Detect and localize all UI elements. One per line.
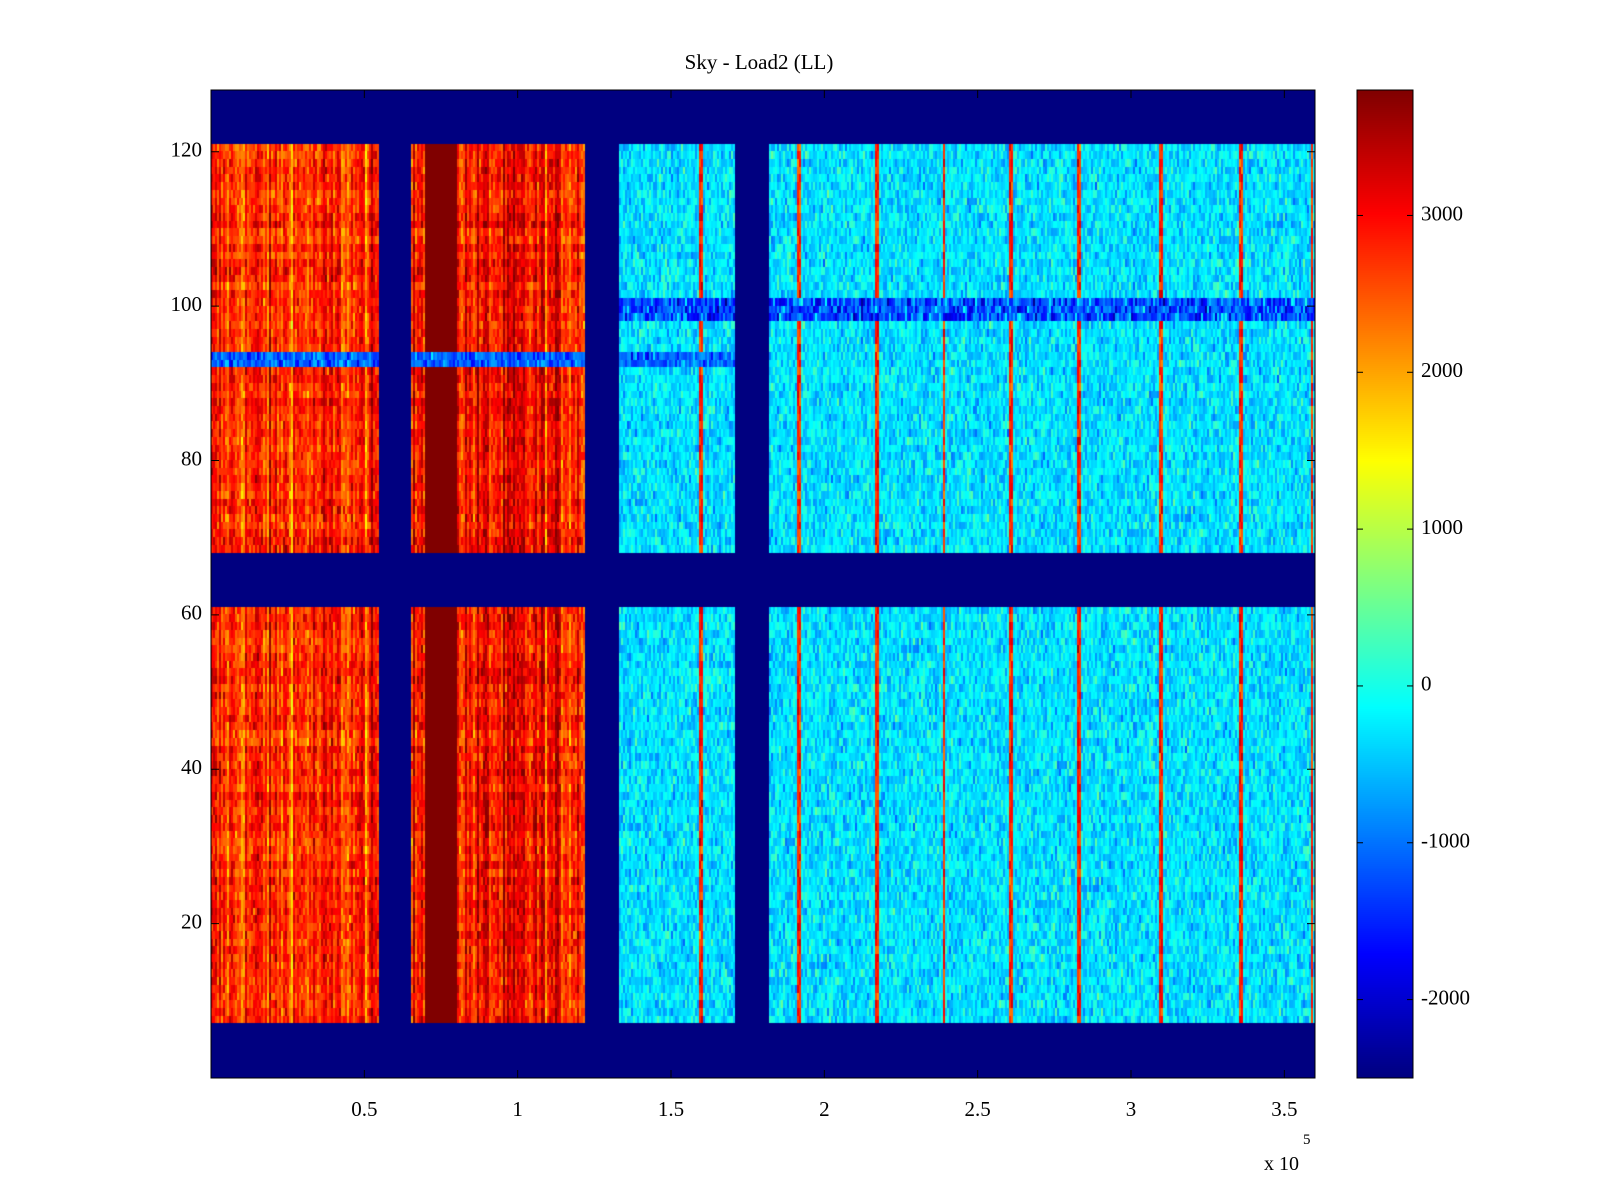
x-tick-label: 1.5 — [658, 1097, 684, 1121]
x-tick-label: 1 — [512, 1097, 523, 1121]
x-axis-ticks: 0.5 1 1.5 2 2.5 3 3.5 — [351, 90, 1297, 1121]
colorbar-tick-label: 2000 — [1421, 358, 1463, 382]
x-exponent-power: 5 — [1303, 1132, 1311, 1148]
y-tick-label: 120 — [171, 138, 203, 162]
colorbar-ticks: -2000 -1000 0 1000 2000 3000 — [1357, 201, 1470, 1009]
y-tick-label: 20 — [181, 909, 202, 933]
heatmap-image — [211, 90, 1315, 1078]
colorbar-tick-label: -1000 — [1421, 829, 1470, 853]
x-tick-label: 2.5 — [965, 1097, 991, 1121]
y-tick-label: 60 — [181, 601, 202, 625]
x-tick-label: 3.5 — [1271, 1097, 1297, 1121]
chart-title: Sky - Load2 (LL) — [685, 50, 834, 74]
x-tick-label: 3 — [1126, 1097, 1137, 1121]
plot-frame — [210, 89, 1316, 1079]
y-axis-ticks: 20 40 60 80 100 120 — [171, 138, 1315, 933]
colorbar-image — [1357, 90, 1413, 1078]
colorbar-tick-label: -2000 — [1421, 985, 1470, 1009]
colorbar-frame — [1356, 89, 1414, 1079]
y-tick-label: 100 — [171, 292, 203, 316]
x-exponent-label: x 10 — [1264, 1153, 1299, 1175]
colorbar-tick-label: 3000 — [1421, 201, 1463, 225]
colorbar-tick-label: 0 — [1421, 672, 1432, 696]
x-tick-label: 2 — [819, 1097, 830, 1121]
y-tick-label: 40 — [181, 755, 202, 779]
x-tick-label: 0.5 — [351, 1097, 377, 1121]
colorbar-tick-label: 1000 — [1421, 515, 1463, 539]
y-tick-label: 80 — [181, 446, 202, 470]
